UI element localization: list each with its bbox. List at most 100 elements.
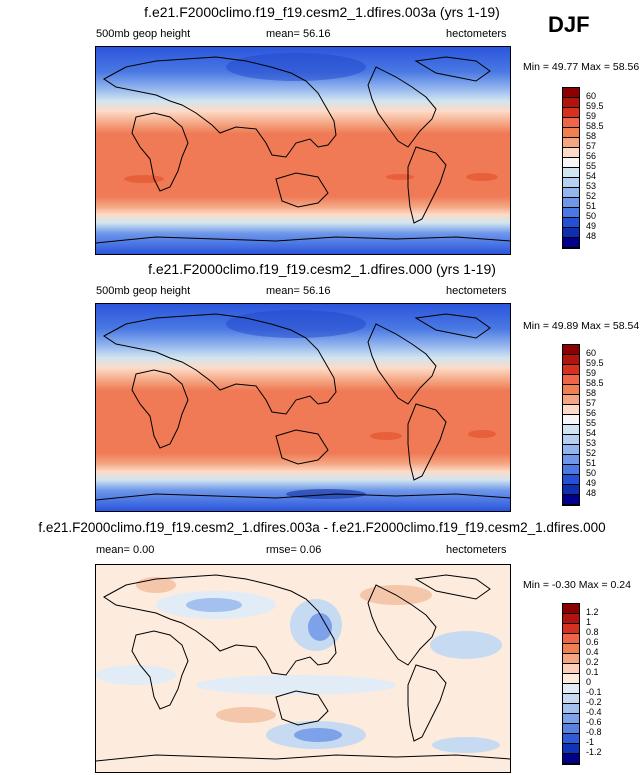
colorbar-swatch bbox=[563, 465, 579, 475]
colorbar-tick-label: -1.2 bbox=[586, 747, 602, 757]
colorbar-swatch bbox=[563, 724, 579, 734]
colorbar-swatch bbox=[563, 138, 579, 148]
colorbar-swatch bbox=[563, 395, 579, 405]
colorbar-tick-label: 58.5 bbox=[586, 378, 604, 388]
colorbar-swatch bbox=[563, 684, 579, 694]
colorbar-swatch bbox=[563, 108, 579, 118]
panel-2-low-cell bbox=[226, 310, 366, 338]
colorbar-swatch bbox=[563, 118, 579, 128]
colorbar-tick-label: 0 bbox=[586, 677, 592, 687]
panel-1-mean-label: mean= 56.16 bbox=[266, 28, 331, 40]
colorbar-swatch bbox=[563, 218, 579, 228]
panel-1-low-cell bbox=[226, 53, 366, 81]
panel-2-max-cell-b bbox=[468, 430, 496, 438]
colorbar-tick-label: 0.1 bbox=[586, 667, 599, 677]
colorbar-tick-label: 54 bbox=[586, 171, 597, 181]
colorbar-tick-label: 0.2 bbox=[586, 657, 599, 667]
panel-1-coastlines bbox=[96, 56, 510, 244]
colorbar-swatch bbox=[563, 475, 579, 485]
colorbar-tick-label: 56 bbox=[586, 151, 597, 161]
colorbar-swatch bbox=[563, 88, 579, 98]
colorbar-tick-label: 50 bbox=[586, 468, 597, 478]
panel-2-units-label: hectometers bbox=[446, 285, 507, 297]
colorbar-swatch bbox=[563, 654, 579, 664]
colorbar-swatch bbox=[563, 744, 579, 754]
colorbar-tick-label: 49 bbox=[586, 478, 597, 488]
colorbar-tick-label: 49 bbox=[586, 221, 597, 231]
colorbar-swatch bbox=[563, 228, 579, 238]
colorbar-tick-label: -0.8 bbox=[586, 727, 602, 737]
colorbar-swatch bbox=[563, 238, 579, 248]
colorbar-tick-label: 57 bbox=[586, 398, 597, 408]
panel-3-map bbox=[95, 564, 511, 773]
colorbar-tick-label: 0.4 bbox=[586, 647, 599, 657]
colorbar-swatch bbox=[563, 148, 579, 158]
colorbar-tick-label: -1 bbox=[586, 737, 595, 747]
colorbar-tick-label: 53 bbox=[586, 181, 597, 191]
panel-2-colorbar bbox=[562, 344, 580, 506]
panel-3-anomalies bbox=[96, 577, 502, 753]
colorbar-tick-label: 58 bbox=[586, 131, 597, 141]
colorbar-tick-label: 60 bbox=[586, 348, 597, 358]
panel-2-south-low bbox=[286, 489, 366, 499]
colorbar-tick-label: 59 bbox=[586, 368, 597, 378]
colorbar-tick-label: -0.2 bbox=[586, 697, 602, 707]
colorbar-tick-label: -0.1 bbox=[586, 687, 602, 697]
colorbar-tick-label: -0.4 bbox=[586, 707, 602, 717]
panel-3-map-svg bbox=[96, 565, 510, 772]
panel-2-map-svg bbox=[96, 304, 510, 511]
panel-3-minmax: Min = -0.30 Max = 0.24 bbox=[523, 579, 631, 591]
panel-3-title: f.e21.F2000climo.f19_f19.cesm2_1.dfires.… bbox=[38, 520, 606, 535]
panel-3-rmse-label: rmse= 0.06 bbox=[266, 544, 322, 556]
panel-1-units-label: hectometers bbox=[446, 28, 507, 40]
panel-3-mean-label: mean= 0.00 bbox=[96, 544, 155, 556]
colorbar-tick-label: 54 bbox=[586, 428, 597, 438]
colorbar-swatch bbox=[563, 604, 579, 614]
colorbar-swatch bbox=[563, 614, 579, 624]
panel-3-colorbar bbox=[562, 603, 580, 765]
colorbar-swatch bbox=[563, 485, 579, 495]
colorbar-tick-label: 58.5 bbox=[586, 121, 604, 131]
panel-1-max-cell-c bbox=[466, 173, 498, 181]
panel-2-mean-label: mean= 56.16 bbox=[266, 285, 331, 297]
panel-1-field-label: 500mb geop height bbox=[96, 28, 191, 40]
panel-3-units-label: hectometers bbox=[446, 544, 507, 556]
colorbar-swatch bbox=[563, 415, 579, 425]
colorbar-swatch bbox=[563, 355, 579, 365]
colorbar-tick-label: -0.6 bbox=[586, 717, 602, 727]
colorbar-tick-label: 0.6 bbox=[586, 637, 599, 647]
colorbar-swatch bbox=[563, 385, 579, 395]
colorbar-swatch bbox=[563, 345, 579, 355]
colorbar-swatch bbox=[563, 694, 579, 704]
colorbar-swatch bbox=[563, 188, 579, 198]
colorbar-tick-label: 56 bbox=[586, 408, 597, 418]
colorbar-tick-label: 59.5 bbox=[586, 101, 604, 111]
colorbar-swatch bbox=[563, 208, 579, 218]
colorbar-tick-label: 52 bbox=[586, 191, 597, 201]
colorbar-swatch bbox=[563, 714, 579, 724]
colorbar-swatch bbox=[563, 704, 579, 714]
colorbar-tick-label: 55 bbox=[586, 418, 597, 428]
colorbar-tick-label: 48 bbox=[586, 231, 597, 241]
colorbar-swatch bbox=[563, 734, 579, 744]
panel-3-coastlines bbox=[96, 574, 510, 762]
colorbar-tick-label: 1 bbox=[586, 617, 592, 627]
panel-1-minmax: Min = 49.77 Max = 58.56 bbox=[523, 61, 640, 73]
colorbar-swatch bbox=[563, 198, 579, 208]
panel-2-field bbox=[96, 304, 510, 511]
panel-2-map bbox=[95, 303, 511, 512]
colorbar-swatch bbox=[563, 664, 579, 674]
colorbar-tick-label: 59.5 bbox=[586, 358, 604, 368]
colorbar-tick-label: 48 bbox=[586, 488, 597, 498]
colorbar-swatch bbox=[563, 178, 579, 188]
colorbar-swatch bbox=[563, 495, 579, 505]
colorbar-swatch bbox=[563, 445, 579, 455]
colorbar-swatch bbox=[563, 624, 579, 634]
panel-1-field bbox=[96, 47, 510, 254]
colorbar-swatch bbox=[563, 128, 579, 138]
colorbar-swatch bbox=[563, 98, 579, 108]
colorbar-tick-label: 50 bbox=[586, 211, 597, 221]
colorbar-tick-label: 0.8 bbox=[586, 627, 599, 637]
panel-1-title: f.e21.F2000climo.f19_f19.cesm2_1.dfires.… bbox=[144, 4, 500, 20]
colorbar-swatch bbox=[563, 754, 579, 764]
